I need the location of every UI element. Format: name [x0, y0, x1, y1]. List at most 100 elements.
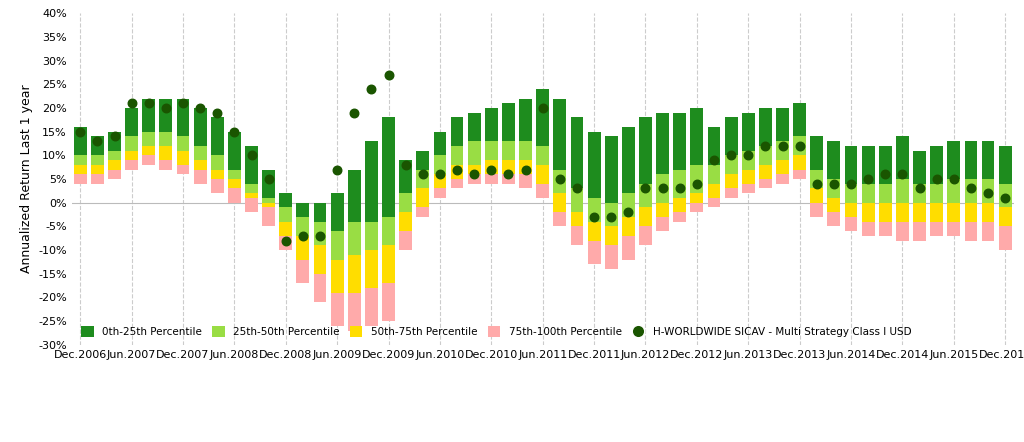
- Bar: [245, 193, 258, 198]
- Bar: [674, 198, 686, 212]
- Bar: [433, 174, 446, 188]
- Bar: [674, 170, 686, 198]
- Bar: [194, 170, 207, 184]
- Point: [843, 180, 859, 187]
- Point: [894, 171, 910, 178]
- Bar: [896, 179, 909, 203]
- Legend: 0th-25th Percentile, 25th-50th Percentile, 50th-75th Percentile, 75th-100th Perc: 0th-25th Percentile, 25th-50th Percentil…: [77, 322, 915, 341]
- Bar: [827, 141, 841, 179]
- Bar: [725, 118, 737, 155]
- Bar: [537, 89, 549, 146]
- Bar: [639, 118, 652, 184]
- Bar: [142, 146, 156, 155]
- Bar: [280, 221, 292, 236]
- Bar: [794, 155, 806, 170]
- Bar: [862, 203, 874, 221]
- Bar: [674, 113, 686, 170]
- Point: [397, 161, 414, 168]
- Bar: [211, 170, 223, 179]
- Bar: [708, 165, 721, 184]
- Bar: [451, 146, 464, 165]
- Point: [466, 171, 482, 178]
- Bar: [109, 151, 121, 160]
- Bar: [725, 174, 737, 188]
- Bar: [605, 137, 617, 203]
- Bar: [502, 160, 515, 174]
- Point: [140, 100, 157, 107]
- Bar: [759, 146, 772, 165]
- Bar: [690, 203, 703, 212]
- Bar: [947, 221, 961, 236]
- Bar: [451, 179, 464, 188]
- Bar: [776, 108, 788, 141]
- Point: [106, 133, 123, 140]
- Bar: [109, 132, 121, 151]
- Bar: [553, 99, 566, 170]
- Bar: [553, 193, 566, 212]
- Bar: [690, 108, 703, 165]
- Point: [191, 104, 208, 111]
- Bar: [399, 193, 412, 212]
- Bar: [570, 118, 584, 188]
- Bar: [588, 132, 600, 198]
- Point: [568, 185, 585, 192]
- Bar: [827, 179, 841, 198]
- Bar: [348, 221, 360, 255]
- Bar: [228, 170, 241, 179]
- Bar: [74, 165, 87, 174]
- Bar: [91, 155, 103, 165]
- Bar: [433, 155, 446, 174]
- Bar: [74, 127, 87, 155]
- Bar: [862, 221, 874, 236]
- Bar: [656, 174, 669, 203]
- Bar: [725, 188, 737, 198]
- Bar: [125, 108, 138, 137]
- Bar: [982, 203, 994, 221]
- Bar: [297, 203, 309, 217]
- Bar: [588, 198, 600, 221]
- Point: [637, 185, 653, 192]
- Bar: [313, 203, 327, 221]
- Bar: [605, 203, 617, 226]
- Bar: [468, 165, 480, 174]
- Point: [124, 100, 140, 107]
- Bar: [245, 198, 258, 212]
- Bar: [399, 231, 412, 250]
- Bar: [570, 212, 584, 226]
- Bar: [365, 221, 378, 250]
- Bar: [91, 137, 103, 155]
- Point: [209, 109, 225, 116]
- Bar: [639, 207, 652, 226]
- Bar: [109, 160, 121, 170]
- Y-axis label: Annualized Return Last 1 year: Annualized Return Last 1 year: [19, 85, 33, 273]
- Bar: [913, 151, 926, 184]
- Bar: [879, 203, 892, 221]
- Bar: [228, 179, 241, 188]
- Bar: [605, 245, 617, 269]
- Bar: [485, 108, 498, 141]
- Bar: [845, 146, 857, 184]
- Bar: [348, 293, 360, 331]
- Point: [757, 142, 773, 149]
- Point: [911, 185, 928, 192]
- Bar: [262, 203, 275, 207]
- Bar: [862, 146, 874, 184]
- Bar: [348, 255, 360, 293]
- Point: [158, 104, 174, 111]
- Bar: [879, 146, 892, 184]
- Bar: [708, 198, 721, 207]
- Bar: [194, 108, 207, 146]
- Bar: [794, 137, 806, 155]
- Bar: [142, 132, 156, 146]
- Bar: [176, 99, 189, 137]
- Point: [740, 152, 757, 159]
- Bar: [741, 170, 755, 184]
- Bar: [656, 217, 669, 231]
- Point: [244, 152, 260, 159]
- Bar: [879, 184, 892, 203]
- Bar: [142, 99, 156, 132]
- Point: [260, 175, 276, 183]
- Bar: [537, 184, 549, 198]
- Point: [295, 232, 311, 240]
- Point: [963, 185, 979, 192]
